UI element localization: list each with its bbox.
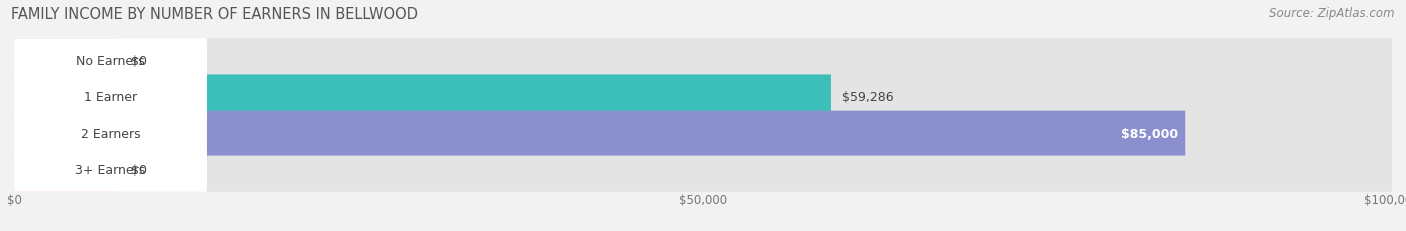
Text: 2 Earners: 2 Earners	[80, 127, 141, 140]
Text: $0: $0	[131, 163, 148, 176]
FancyBboxPatch shape	[14, 111, 207, 156]
FancyBboxPatch shape	[14, 39, 118, 84]
FancyBboxPatch shape	[14, 75, 207, 120]
FancyBboxPatch shape	[14, 39, 207, 84]
Text: $85,000: $85,000	[1121, 127, 1178, 140]
FancyBboxPatch shape	[14, 147, 207, 192]
FancyBboxPatch shape	[14, 75, 831, 120]
FancyBboxPatch shape	[14, 75, 1392, 120]
Text: $59,286: $59,286	[842, 91, 894, 104]
Text: No Earners: No Earners	[76, 55, 145, 68]
FancyBboxPatch shape	[14, 111, 1185, 156]
Text: 1 Earner: 1 Earner	[84, 91, 136, 104]
FancyBboxPatch shape	[14, 147, 118, 192]
FancyBboxPatch shape	[14, 147, 1392, 192]
Text: 3+ Earners: 3+ Earners	[76, 163, 146, 176]
Text: Source: ZipAtlas.com: Source: ZipAtlas.com	[1270, 7, 1395, 20]
Text: $0: $0	[131, 55, 148, 68]
Text: FAMILY INCOME BY NUMBER OF EARNERS IN BELLWOOD: FAMILY INCOME BY NUMBER OF EARNERS IN BE…	[11, 7, 418, 22]
FancyBboxPatch shape	[14, 39, 1392, 84]
FancyBboxPatch shape	[14, 111, 1392, 156]
